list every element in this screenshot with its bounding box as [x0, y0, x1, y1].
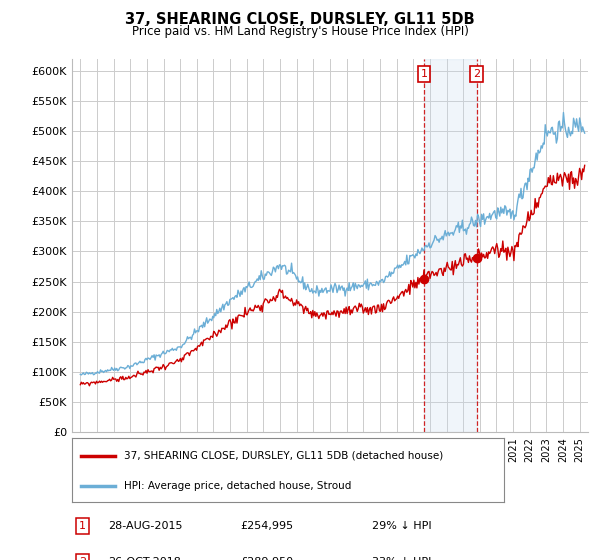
- Text: 2: 2: [79, 557, 86, 560]
- Text: £254,995: £254,995: [240, 521, 293, 531]
- Text: 26-OCT-2018: 26-OCT-2018: [108, 557, 181, 560]
- Text: 1: 1: [421, 69, 428, 79]
- Text: 2: 2: [473, 69, 481, 79]
- Text: 37, SHEARING CLOSE, DURSLEY, GL11 5DB (detached house): 37, SHEARING CLOSE, DURSLEY, GL11 5DB (d…: [124, 451, 443, 461]
- Text: 29% ↓ HPI: 29% ↓ HPI: [372, 521, 431, 531]
- Text: Price paid vs. HM Land Registry's House Price Index (HPI): Price paid vs. HM Land Registry's House …: [131, 25, 469, 38]
- Text: 1: 1: [79, 521, 86, 531]
- Text: HPI: Average price, detached house, Stroud: HPI: Average price, detached house, Stro…: [124, 481, 351, 491]
- Text: 37, SHEARING CLOSE, DURSLEY, GL11 5DB: 37, SHEARING CLOSE, DURSLEY, GL11 5DB: [125, 12, 475, 27]
- Text: 33% ↓ HPI: 33% ↓ HPI: [372, 557, 431, 560]
- Text: 28-AUG-2015: 28-AUG-2015: [108, 521, 182, 531]
- Text: £289,950: £289,950: [240, 557, 293, 560]
